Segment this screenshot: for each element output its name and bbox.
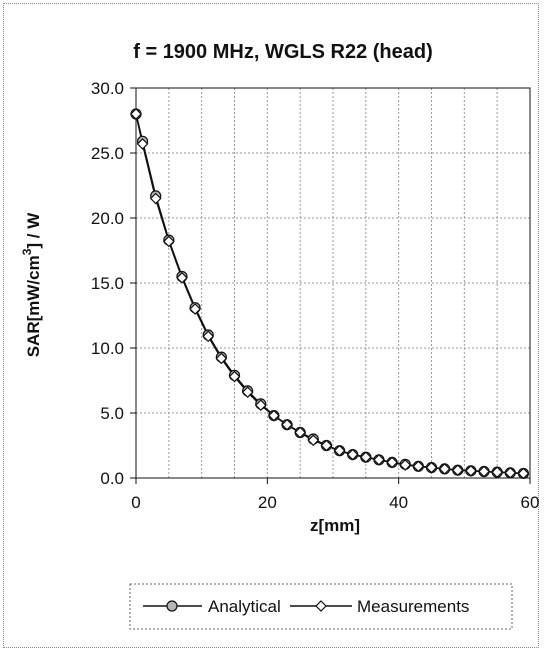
measurement-point bbox=[425, 461, 438, 474]
measurement-point bbox=[451, 464, 464, 477]
x-tick-label: 0 bbox=[131, 493, 140, 512]
x-axis-title: z[mm] bbox=[310, 516, 360, 535]
measurement-point bbox=[268, 409, 280, 422]
y-tick-label: 15.0 bbox=[91, 274, 124, 293]
y-axis-ticks: 0.0 5.0 10.0 15.0 20.0 25.0 30.0 bbox=[91, 79, 136, 488]
measurement-point bbox=[202, 330, 215, 343]
legend-marker-analytical bbox=[166, 600, 178, 612]
x-tick-label: 60 bbox=[521, 493, 540, 512]
y-tick-label: 5.0 bbox=[100, 404, 124, 423]
y-axis-title-main: SAR[mW/cm bbox=[24, 255, 43, 357]
legend-label-measurements: Measurements bbox=[357, 597, 469, 616]
measurement-point bbox=[373, 453, 385, 466]
chart-title: f = 1900 MHz, WGLS R22 (head) bbox=[133, 41, 433, 63]
legend: Analytical Measurements bbox=[129, 583, 513, 630]
measurement-point bbox=[346, 448, 359, 461]
y-tick-label: 30.0 bbox=[91, 79, 124, 98]
measurement-point bbox=[517, 467, 530, 480]
measurement-point bbox=[130, 108, 142, 120]
measurement-point bbox=[215, 352, 228, 365]
x-tick-label: 20 bbox=[258, 493, 277, 512]
measurement-point bbox=[307, 434, 320, 447]
y-tick-label: 10.0 bbox=[91, 339, 124, 358]
measurement-point bbox=[359, 451, 372, 464]
measurement-point bbox=[504, 466, 517, 479]
measurement-point bbox=[149, 192, 162, 205]
measurement-point bbox=[412, 460, 425, 473]
legend-marker-measurements bbox=[315, 600, 327, 612]
measurement-point bbox=[333, 444, 346, 457]
measurement-point bbox=[136, 138, 149, 150]
measurement-point bbox=[386, 456, 398, 469]
chart-frame bbox=[3, 3, 539, 648]
y-axis-title-superscript: 3 bbox=[20, 248, 34, 255]
measurement-point bbox=[228, 370, 241, 383]
measurement-point bbox=[254, 399, 267, 412]
measurement-point bbox=[465, 465, 477, 477]
series-layer bbox=[130, 108, 530, 480]
measurement-point bbox=[294, 426, 307, 439]
y-axis-title: SAR[mW/cm3] / W bbox=[20, 212, 43, 358]
y-tick-label: 25.0 bbox=[91, 144, 124, 163]
y-tick-label: 0.0 bbox=[100, 469, 124, 488]
series-line-analytical bbox=[135, 113, 524, 475]
x-tick-label: 40 bbox=[389, 493, 408, 512]
measurement-point bbox=[189, 303, 201, 315]
measurement-point bbox=[478, 465, 490, 478]
y-tick-label: 20.0 bbox=[91, 209, 124, 228]
series-line-measurements bbox=[135, 113, 524, 475]
measurement-point bbox=[320, 439, 333, 452]
measurement-point bbox=[176, 271, 188, 284]
measurement-point bbox=[399, 459, 412, 471]
measurement-point bbox=[162, 235, 175, 248]
legend-label-analytical: Analytical bbox=[208, 597, 281, 616]
x-axis-ticks: 0 20 40 60 bbox=[131, 478, 539, 512]
measurement-point bbox=[438, 463, 451, 475]
measurement-point bbox=[241, 386, 254, 399]
y-axis-title-rest: ] / W bbox=[24, 212, 43, 249]
measurement-point bbox=[491, 466, 504, 478]
grid bbox=[136, 88, 530, 478]
measurement-point bbox=[281, 418, 293, 431]
